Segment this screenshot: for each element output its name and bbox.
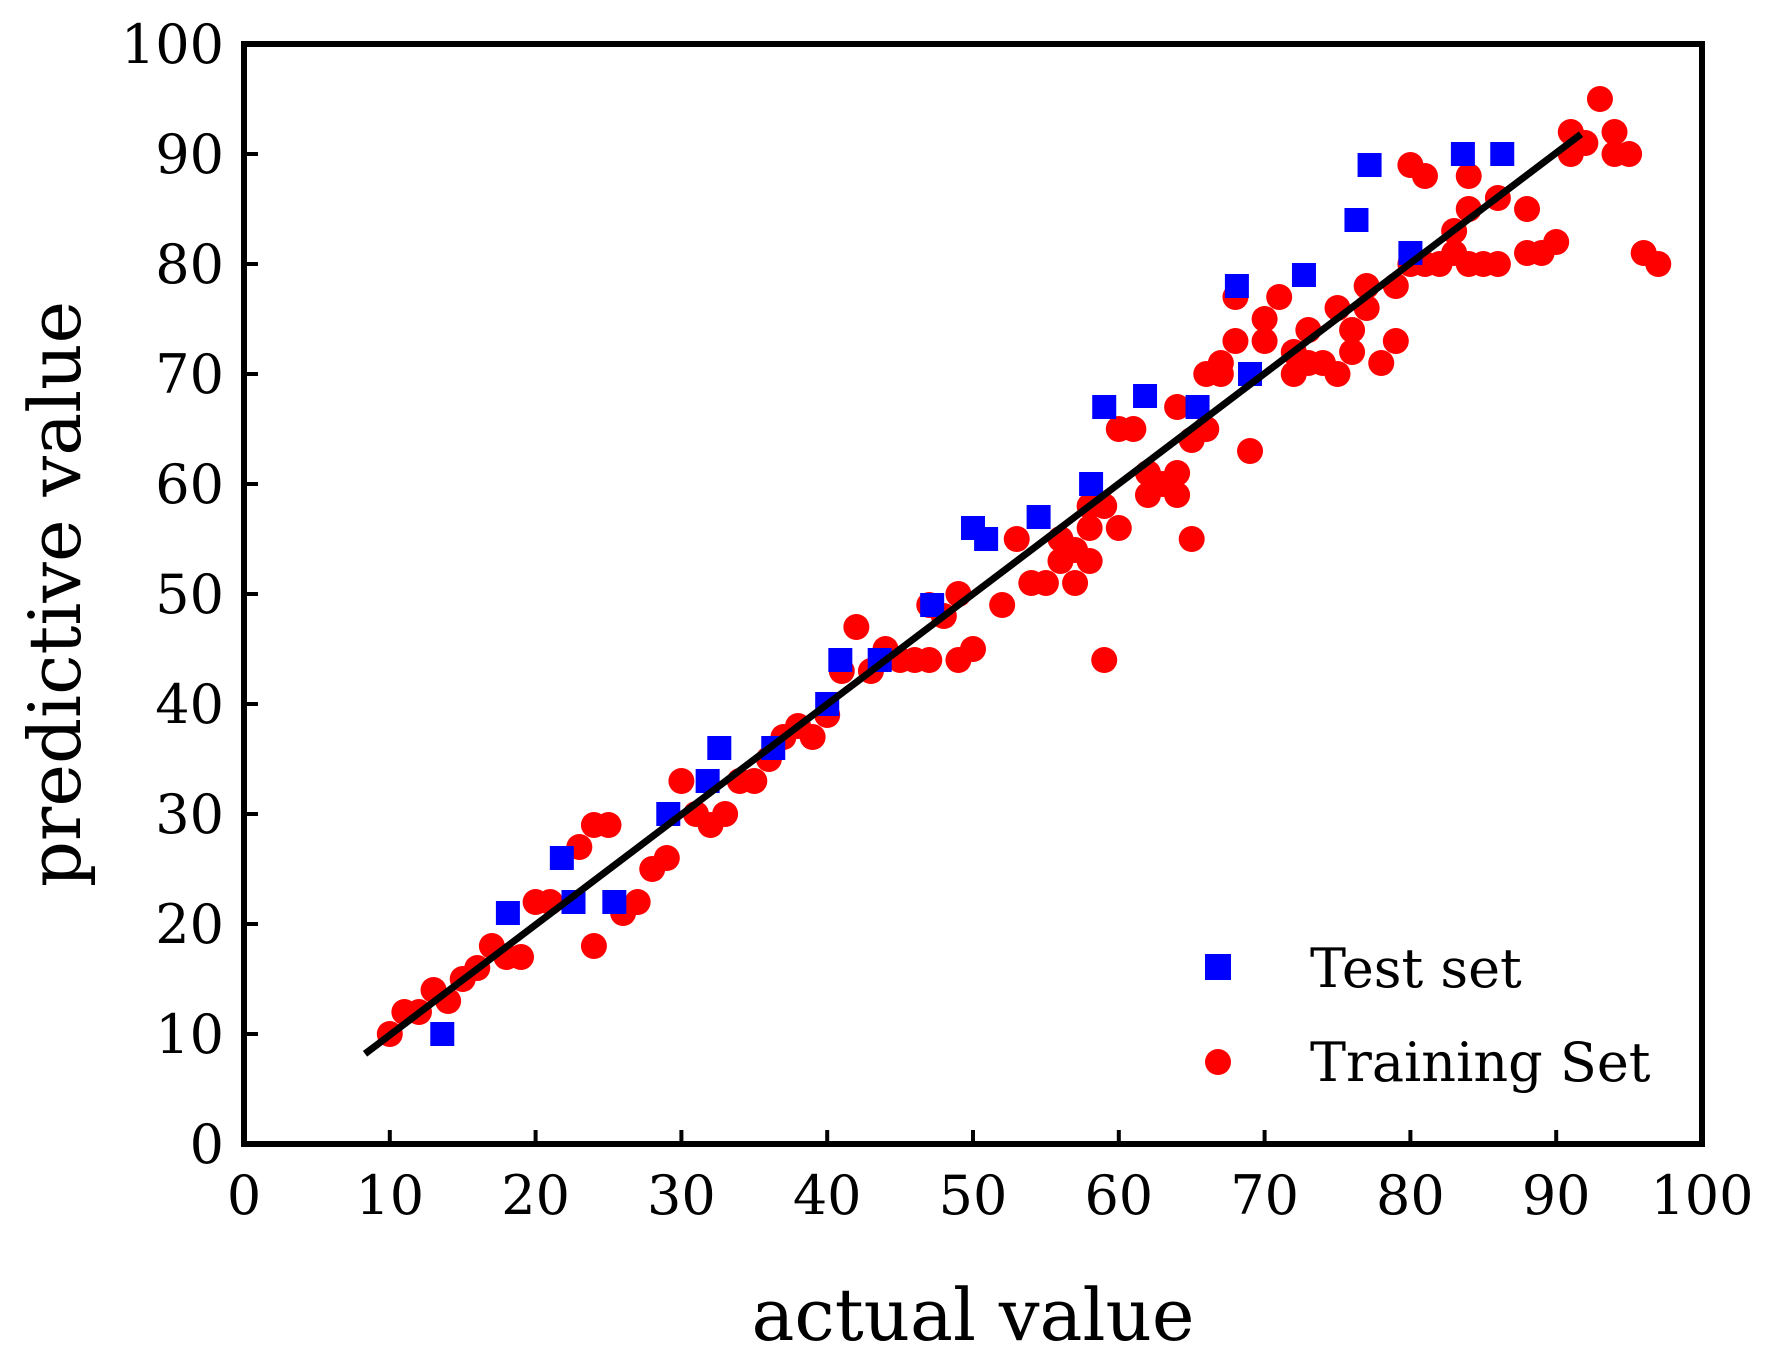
test-set-point bbox=[974, 527, 999, 551]
training-set-point bbox=[1164, 394, 1191, 420]
training-set-point bbox=[1003, 526, 1030, 552]
x-tick-label: 70 bbox=[1230, 1164, 1299, 1227]
training-set-point bbox=[1543, 229, 1570, 255]
test-set-point bbox=[920, 593, 945, 617]
training-set-point bbox=[1032, 570, 1059, 596]
training-set-point bbox=[653, 845, 680, 871]
x-tick-label: 10 bbox=[355, 1164, 424, 1227]
y-tick-label: 10 bbox=[155, 1003, 224, 1066]
test-set-point bbox=[495, 901, 520, 925]
y-tick-label: 90 bbox=[155, 123, 224, 186]
axis-ticks: 0 10 20 30 40 50 60 70 80 90 100 0 10 20 30 40 50 60 70 80 9… bbox=[121, 13, 1754, 1227]
training-set-point bbox=[1091, 647, 1118, 673]
training-set-point bbox=[1120, 416, 1147, 442]
training-set-point bbox=[1207, 361, 1234, 387]
test-set-point bbox=[549, 846, 574, 870]
test-set-point bbox=[1490, 142, 1515, 166]
x-tick-label: 40 bbox=[793, 1164, 862, 1227]
training-set-point bbox=[595, 812, 622, 838]
training-set-point bbox=[1076, 548, 1103, 574]
x-tick-label: 30 bbox=[647, 1164, 716, 1227]
x-tick-label: 60 bbox=[1084, 1164, 1153, 1227]
x-tick-label: 90 bbox=[1522, 1164, 1591, 1227]
training-set-point bbox=[843, 614, 870, 640]
training-set-point bbox=[1484, 251, 1511, 277]
test-set-point bbox=[828, 648, 853, 672]
training-set-point bbox=[1222, 328, 1249, 354]
training-set-point bbox=[1645, 251, 1672, 277]
x-tick-label: 50 bbox=[939, 1164, 1008, 1227]
training-set-point bbox=[1455, 163, 1482, 189]
test-set-point bbox=[1224, 274, 1249, 298]
fit-line bbox=[362, 131, 1584, 1057]
legend: Test set Training Set bbox=[1205, 937, 1651, 1094]
training-set-point bbox=[1251, 306, 1278, 332]
training-set-point bbox=[1105, 515, 1132, 541]
training-set-point bbox=[1339, 317, 1366, 343]
test-set-point bbox=[1291, 263, 1316, 287]
x-tick-label: 80 bbox=[1376, 1164, 1445, 1227]
training-set-point bbox=[1164, 460, 1191, 486]
y-tick-label: 0 bbox=[190, 1113, 224, 1176]
y-tick-label: 60 bbox=[155, 453, 224, 516]
training-set-point bbox=[1411, 163, 1438, 189]
x-tick-label: 100 bbox=[1650, 1164, 1753, 1227]
training-set-point bbox=[1616, 141, 1643, 167]
training-set-point bbox=[960, 636, 986, 662]
training-set-point bbox=[1586, 86, 1613, 112]
training-set-point bbox=[508, 944, 535, 970]
training-set-point bbox=[741, 768, 768, 794]
plot-marks bbox=[362, 86, 1672, 1057]
x-tick-label: 0 bbox=[227, 1164, 261, 1227]
training-set-point bbox=[1382, 328, 1409, 354]
training-set-point bbox=[1266, 284, 1293, 310]
test-set-point bbox=[1092, 395, 1117, 419]
test-set-point bbox=[1133, 384, 1158, 408]
test-set-point bbox=[1357, 153, 1382, 177]
training-set-point bbox=[668, 768, 695, 794]
test-set-point bbox=[430, 1022, 455, 1046]
test-set-point bbox=[707, 736, 732, 760]
training-set-point bbox=[1178, 526, 1205, 552]
training-set-point bbox=[1324, 361, 1351, 387]
training-set-point bbox=[1237, 438, 1264, 464]
training-set-point bbox=[1514, 196, 1541, 222]
y-tick-label: 70 bbox=[155, 343, 224, 406]
training-set-point bbox=[916, 647, 943, 673]
training-set-point bbox=[1062, 570, 1089, 596]
legend-label-test-set: Test set bbox=[1310, 937, 1522, 1000]
y-tick-label: 50 bbox=[155, 563, 224, 626]
training-set-point bbox=[1368, 350, 1395, 376]
legend-label-training-set: Training Set bbox=[1310, 1031, 1651, 1094]
training-set-point bbox=[1076, 515, 1103, 541]
test-set-point bbox=[1079, 472, 1104, 496]
test-set-point bbox=[1344, 208, 1369, 232]
legend-marker-test-set bbox=[1205, 954, 1231, 980]
y-tick-label: 80 bbox=[155, 233, 224, 296]
test-set-point bbox=[1026, 505, 1051, 529]
test-set-point bbox=[1450, 142, 1475, 166]
x-tick-label: 20 bbox=[501, 1164, 570, 1227]
training-set-point bbox=[1339, 339, 1366, 365]
y-tick-label: 100 bbox=[121, 13, 224, 76]
training-set-point bbox=[624, 889, 651, 915]
training-set-point bbox=[712, 801, 739, 827]
training-set-point bbox=[1601, 119, 1628, 145]
y-tick-label: 20 bbox=[155, 893, 224, 956]
training-set-point bbox=[1164, 482, 1191, 508]
training-set-point bbox=[1251, 328, 1278, 354]
y-tick-label: 40 bbox=[155, 673, 224, 736]
x-axis-label: actual value bbox=[751, 1273, 1194, 1357]
legend-marker-training-set bbox=[1205, 1049, 1231, 1075]
training-set-point bbox=[580, 933, 607, 959]
training-set-point bbox=[989, 592, 1016, 618]
test-set-point bbox=[602, 890, 627, 914]
y-tick-label: 30 bbox=[155, 783, 224, 846]
y-axis-label: predictive value bbox=[13, 301, 97, 887]
training-set-point bbox=[799, 724, 826, 750]
